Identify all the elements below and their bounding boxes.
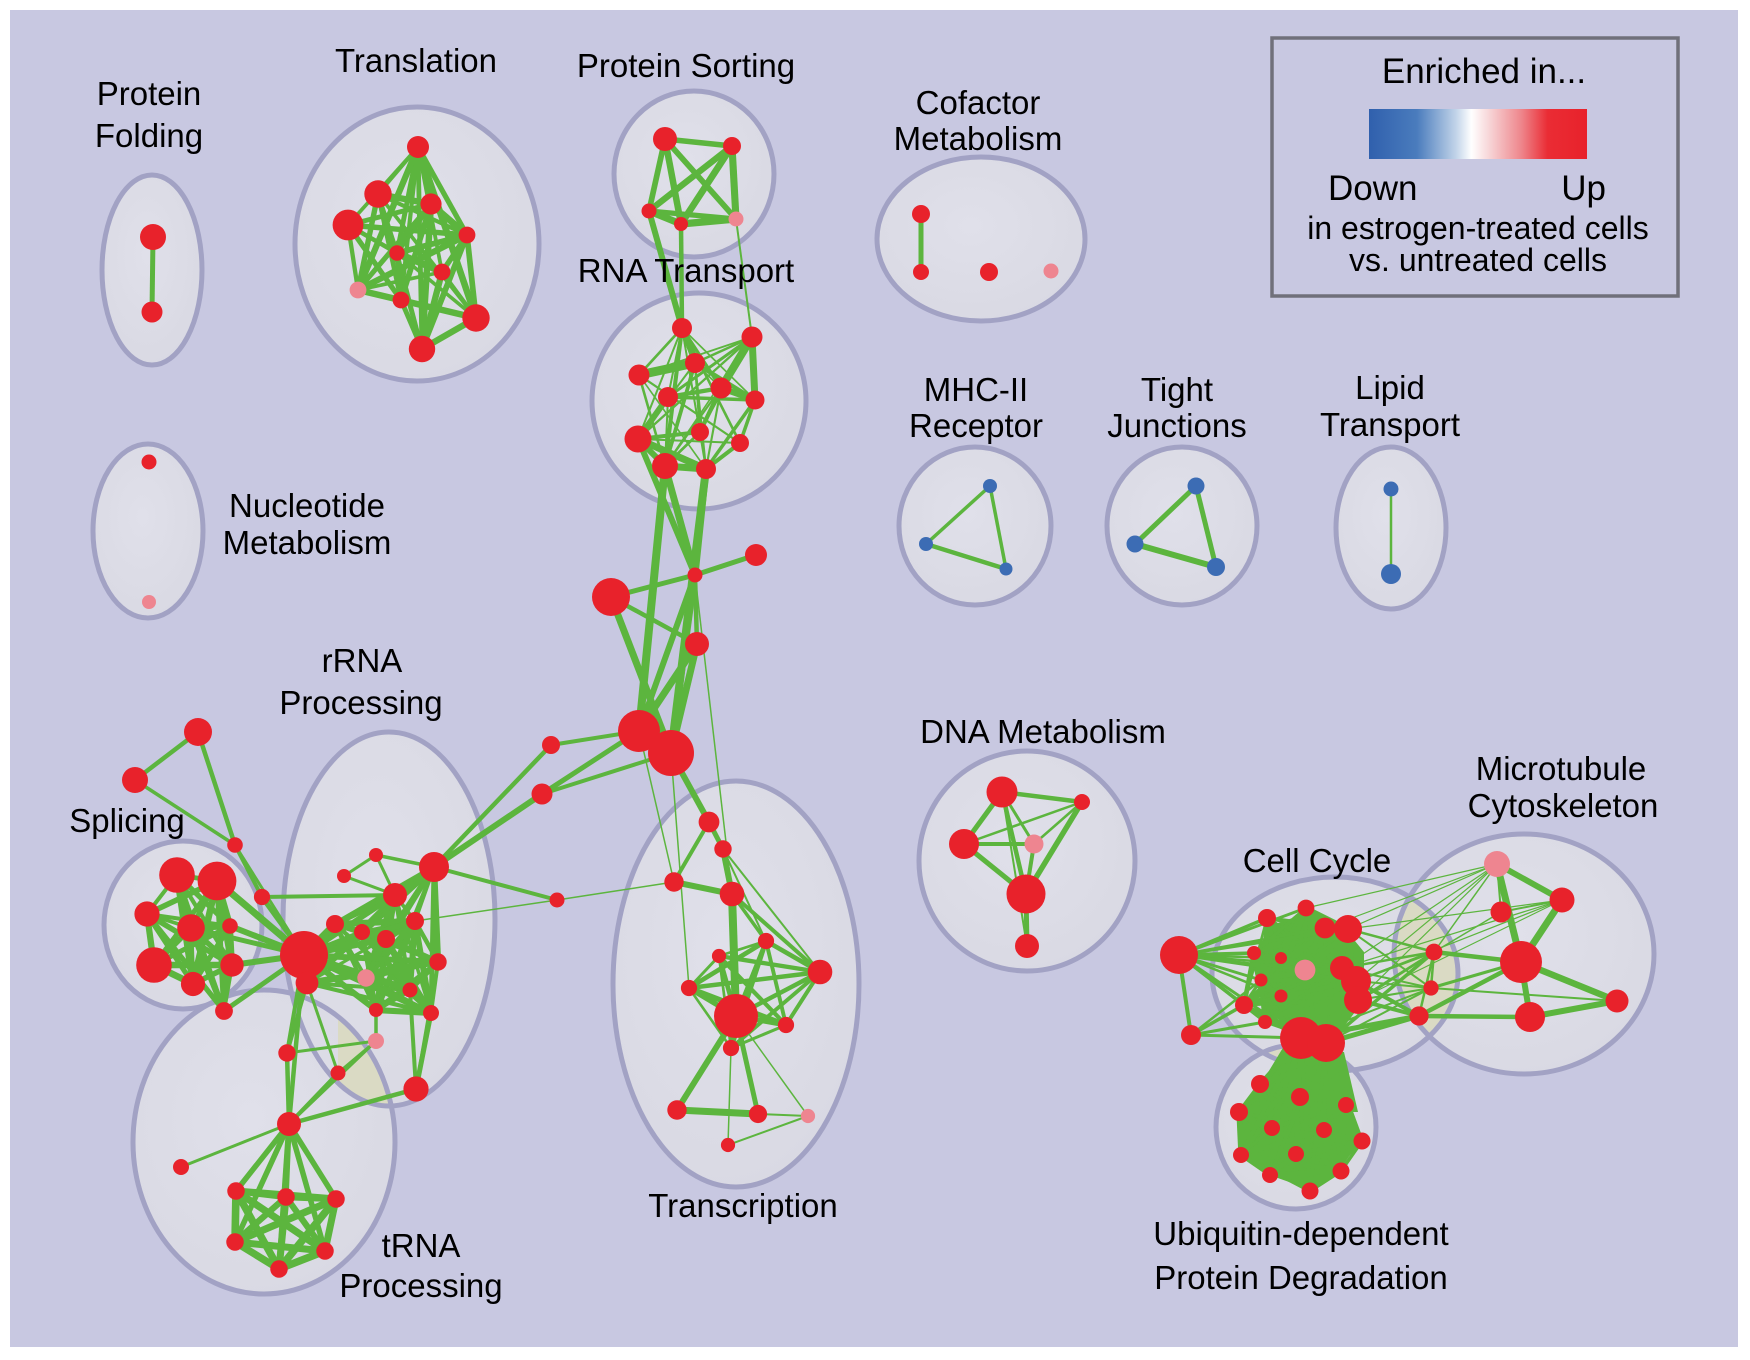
svg-text:Lipid: Lipid: [1355, 369, 1425, 406]
svg-text:Cytoskeleton: Cytoskeleton: [1468, 787, 1659, 824]
svg-text:Protein Sorting: Protein Sorting: [577, 47, 795, 84]
svg-text:rRNA: rRNA: [322, 642, 403, 679]
svg-text:Receptor: Receptor: [909, 407, 1043, 444]
svg-text:Up: Up: [1561, 169, 1606, 208]
svg-text:Ubiquitin-dependent: Ubiquitin-dependent: [1153, 1215, 1448, 1252]
svg-text:Folding: Folding: [95, 117, 203, 154]
svg-text:Enriched in...: Enriched in...: [1382, 52, 1586, 91]
svg-text:Nucleotide: Nucleotide: [229, 487, 385, 524]
svg-text:Metabolism: Metabolism: [894, 120, 1063, 157]
svg-text:Processing: Processing: [339, 1267, 502, 1304]
svg-text:in estrogen-treated cells: in estrogen-treated cells: [1307, 210, 1649, 246]
svg-text:Processing: Processing: [279, 684, 442, 721]
svg-text:MHC-II: MHC-II: [924, 371, 1028, 408]
svg-text:Cofactor: Cofactor: [916, 84, 1041, 121]
svg-text:Transcription: Transcription: [648, 1187, 838, 1224]
svg-text:Metabolism: Metabolism: [223, 524, 392, 561]
svg-text:RNA Transport: RNA Transport: [578, 252, 794, 289]
svg-text:Splicing: Splicing: [69, 802, 185, 839]
svg-text:Protein: Protein: [97, 75, 202, 112]
svg-text:DNA Metabolism: DNA Metabolism: [920, 713, 1166, 750]
svg-text:Tight: Tight: [1141, 371, 1213, 408]
svg-text:Protein Degradation: Protein Degradation: [1154, 1259, 1448, 1296]
svg-text:Cell Cycle: Cell Cycle: [1243, 842, 1392, 879]
svg-text:Down: Down: [1328, 169, 1417, 208]
svg-text:vs. untreated cells: vs. untreated cells: [1349, 242, 1607, 278]
svg-text:Microtubule: Microtubule: [1476, 750, 1647, 787]
svg-text:tRNA: tRNA: [382, 1227, 461, 1264]
svg-text:Translation: Translation: [335, 42, 497, 79]
svg-text:Transport: Transport: [1320, 406, 1460, 443]
svg-text:Junctions: Junctions: [1107, 407, 1246, 444]
